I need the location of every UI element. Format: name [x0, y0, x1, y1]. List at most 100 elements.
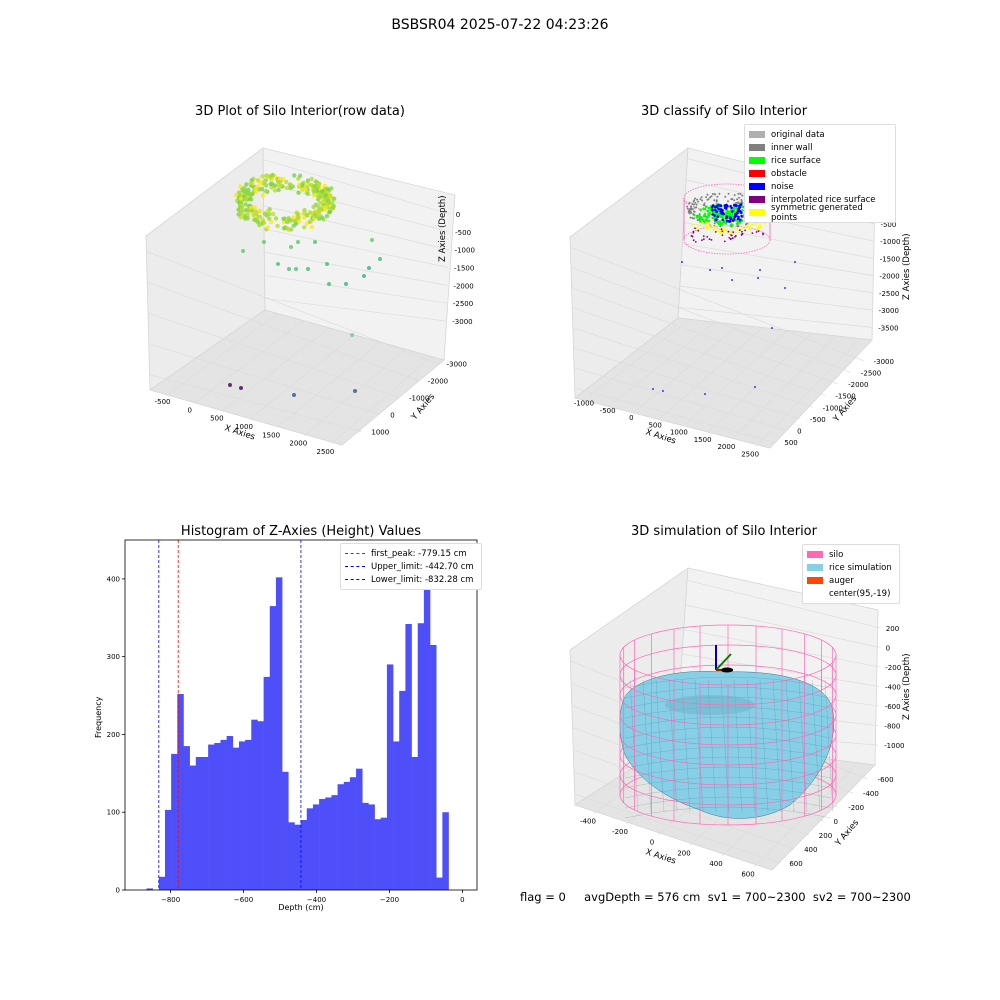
rice-surface-point [727, 211, 730, 214]
inner-wall-point [687, 211, 690, 214]
interpolated-point [729, 238, 732, 241]
scatter-point [276, 262, 280, 266]
panel2-xtick-label: 1500 [694, 436, 712, 444]
scatter-point [253, 186, 259, 191]
histogram-bar [171, 753, 178, 890]
noise-point [736, 217, 740, 221]
scatter-point [287, 182, 293, 187]
interpolated-point [710, 239, 713, 241]
rice-surface-point [708, 212, 711, 215]
scatter-point [248, 181, 253, 186]
scatter-point [300, 183, 305, 188]
histogram-bar [257, 721, 264, 890]
panel4-ztick-label: -400 [885, 684, 901, 692]
rice-surface-point [734, 218, 738, 222]
scatter-point [285, 219, 290, 225]
legend-label: original data [771, 129, 825, 140]
inner-wall-point [724, 195, 727, 198]
scatter-point [332, 196, 337, 201]
scatter-point [272, 188, 278, 193]
scatter-point [271, 211, 276, 217]
symmetric-point [716, 230, 719, 233]
scatter-point [325, 262, 329, 266]
noise-point [721, 218, 724, 222]
panel2-xtick-label: 500 [648, 421, 661, 429]
symmetric-point [730, 228, 733, 231]
interpolated-point [694, 241, 697, 243]
legend-label: inner wall [771, 142, 813, 153]
scatter-point [295, 211, 300, 217]
interpolated-point [697, 229, 700, 232]
scatter-point [228, 383, 232, 387]
legend-swatch [749, 157, 765, 164]
symmetric-point [705, 225, 708, 228]
panel2-xtick-label: 1000 [670, 429, 688, 437]
legend-label: auger [829, 575, 854, 586]
noise-point [719, 210, 723, 214]
symmetric-point [708, 223, 711, 226]
scatter-point [276, 187, 281, 193]
noise-point [711, 213, 714, 216]
scatter-point [378, 257, 382, 261]
scatter-point [305, 191, 311, 196]
interpolated-point [744, 229, 746, 232]
legend-swatch [807, 577, 823, 584]
histogram-bar [183, 746, 190, 890]
panel2-ytick-label: -2500 [861, 369, 881, 377]
legend-item: inner wall [749, 141, 891, 154]
inner-wall-point [727, 192, 730, 195]
interpolated-point [721, 234, 724, 237]
panel2-ztick-label: -3500 [878, 324, 898, 332]
inner-wall-point [713, 193, 716, 196]
histogram-bar [232, 747, 240, 890]
symmetric-point [734, 227, 737, 230]
panel4-ztick-label: 0 [886, 644, 890, 652]
histogram-bar [164, 809, 172, 890]
scatter-point [257, 214, 263, 220]
panel2-3d-scatter: -1000-500050010001500200025005000-500-10… [569, 147, 900, 458]
inner-wall-point [736, 201, 739, 204]
scatter-point [313, 240, 317, 244]
histogram-bar [208, 744, 215, 890]
scatter-point [289, 245, 293, 249]
noise-point [717, 207, 720, 211]
scatter-point [296, 219, 302, 224]
scatter-point [309, 224, 315, 230]
scatter-point [367, 266, 371, 270]
inner-wall-point [706, 193, 709, 196]
histogram-bar [300, 820, 308, 890]
inner-wall-point [715, 199, 718, 202]
inner-wall-point [692, 203, 695, 206]
noise-point [729, 217, 732, 220]
noise-point [704, 393, 706, 395]
panel4-ytick-label: 400 [804, 846, 817, 854]
rice-surface-point [729, 213, 732, 217]
scatter-point [255, 178, 261, 183]
scatter-point [238, 196, 244, 201]
inner-wall-point [694, 197, 697, 200]
symmetric-point [701, 222, 704, 224]
ytick-label: 100 [107, 809, 120, 817]
interpolated-point [708, 238, 711, 241]
symmetric-point [736, 228, 739, 231]
interpolated-point [723, 240, 726, 243]
scatter-point [308, 182, 314, 188]
panel4-xtick-label: 600 [741, 871, 754, 879]
inner-wall-point [691, 217, 694, 220]
scatter-point [305, 178, 311, 183]
auger-axis-y [715, 653, 732, 671]
histogram-bar [368, 804, 375, 890]
scatter-point [317, 216, 322, 221]
inner-wall-point [733, 199, 736, 202]
panel4-zlabel: Z Axies (Depth) [902, 653, 912, 720]
histogram-bar [319, 799, 326, 890]
scatter-point [322, 183, 328, 189]
scatter-point [269, 219, 274, 225]
scatter-point [330, 206, 335, 211]
noise-point [733, 203, 736, 207]
ytick-label: 300 [107, 653, 120, 661]
panel1-ytick-label: -2000 [428, 378, 448, 386]
panel1-ytick-label: -1000 [409, 395, 429, 403]
panel1-ytick-label: -3000 [447, 361, 467, 369]
symmetric-point [760, 226, 763, 229]
